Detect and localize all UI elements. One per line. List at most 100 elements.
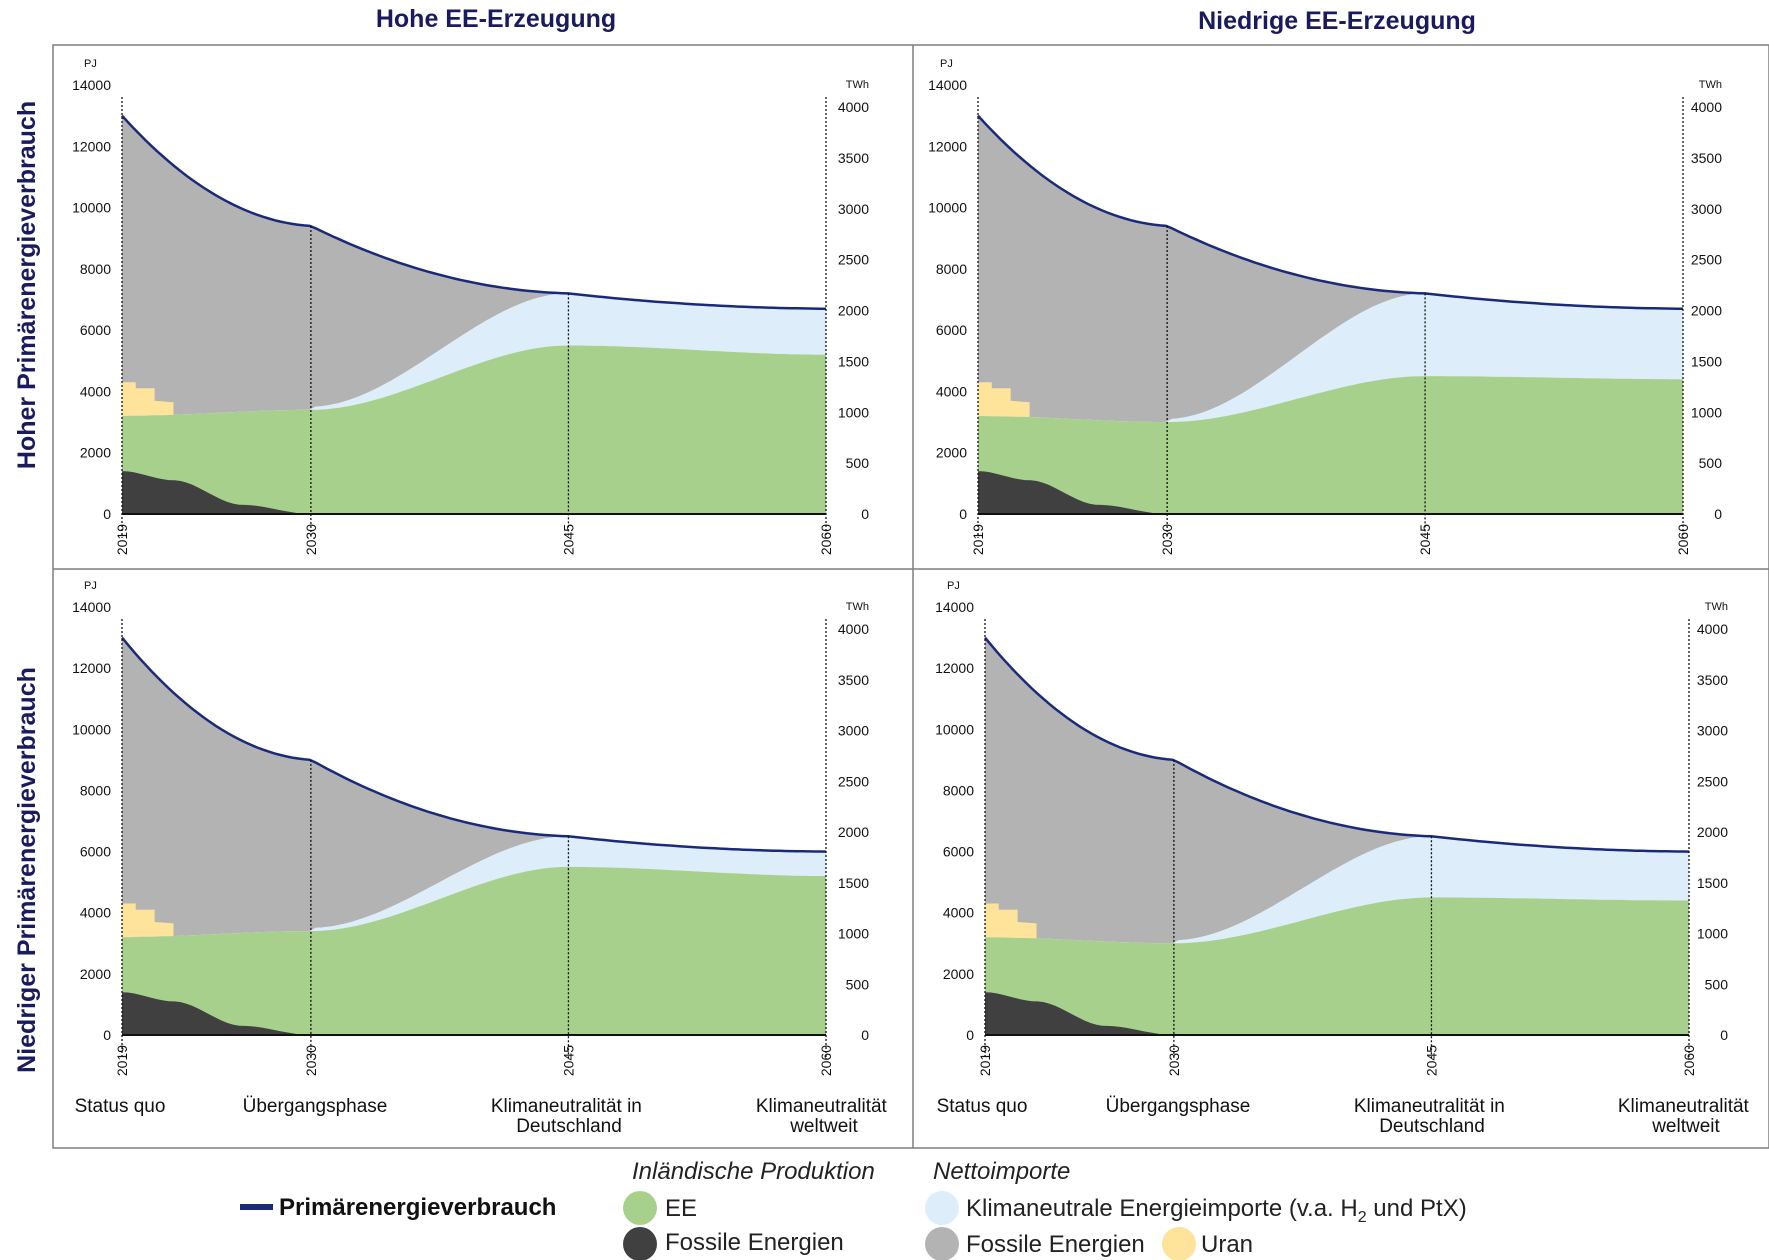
chart-panel: 2019 2030 2045 2060020004000600080001000012…: [928, 58, 1722, 555]
left-tick-label: 2000: [943, 966, 974, 982]
right-tick-label: 3000: [1697, 723, 1728, 739]
ee-area: [978, 376, 1683, 514]
right-tick-label: 3000: [838, 723, 869, 739]
right-tick-label: 1500: [838, 353, 869, 369]
legend-climate-imports-main: Klimaneutrale Energieimporte (v.a. H: [966, 1195, 1358, 1222]
right-tick-label: 4000: [838, 99, 869, 115]
right-axis-unit: TWh: [846, 79, 869, 91]
right-tick-label: 3000: [838, 201, 869, 217]
phase-label-climate-neutral-world-line: weltweit: [789, 1116, 858, 1137]
right-tick-label: 0: [1720, 1027, 1728, 1043]
phase-label-climate-neutral-world: Klimaneutralität weltweit: [1618, 1096, 1754, 1137]
phase-label-climate-neutral-de: Klimaneutralität in Deutschland: [1354, 1096, 1510, 1137]
left-axis-unit: PJ: [947, 580, 960, 592]
primary-energy-line: [984, 636, 1690, 853]
right-tick-label: 2500: [1697, 773, 1728, 789]
left-tick-label: 8000: [936, 261, 967, 277]
right-tick-label: 1500: [1697, 875, 1728, 891]
climate-imports-area: [122, 293, 826, 416]
uranium-area: [122, 382, 174, 416]
left-tick-label: 4000: [936, 383, 967, 399]
legend: Primärenergieverbrauch Inländische Produ…: [240, 1158, 1467, 1260]
left-axis-unit: PJ: [940, 58, 953, 70]
right-tick-label: 0: [1714, 506, 1722, 522]
x-tick-label: 2030: [1159, 524, 1175, 555]
right-tick-label: 3000: [1691, 201, 1722, 217]
legend-ee-swatch: [623, 1191, 657, 1225]
x-tick-label: 2060: [818, 524, 834, 555]
x-tick-label: 2045: [1423, 1045, 1439, 1076]
x-tick-label: 2030: [1166, 1045, 1182, 1076]
right-tick-label: 3500: [1697, 672, 1728, 688]
column-title-high-ee: Hohe EE-Erzeugung: [376, 5, 616, 33]
primary-energy-line: [121, 636, 827, 853]
uranium-area: [122, 903, 174, 938]
chart-panel: 2019 2030 2045 2060020004000600080001000012…: [935, 580, 1728, 1076]
right-tick-label: 1000: [1691, 404, 1722, 420]
phase-label-transition: Übergangsphase: [1106, 1096, 1251, 1117]
left-tick-label: 8000: [943, 782, 974, 798]
legend-imports-title: Nettoimporte: [933, 1158, 1070, 1185]
left-tick-label: 6000: [943, 844, 974, 860]
ee-area: [122, 866, 826, 1035]
left-tick-label: 12000: [72, 138, 111, 154]
row-title-low-consumption: Niedriger Primärenergieverbrauch: [13, 667, 41, 1073]
right-tick-label: 1500: [838, 875, 869, 891]
panel-grid-border: [52, 44, 1769, 1149]
right-tick-label: 2000: [1697, 824, 1728, 840]
left-tick-label: 2000: [936, 445, 967, 461]
right-tick-label: 2000: [838, 824, 869, 840]
uranium-area: [985, 903, 1037, 939]
left-tick-label: 2000: [80, 966, 111, 982]
uranium-area: [978, 382, 1030, 418]
x-tick-label: 2045: [1417, 524, 1433, 555]
x-tick-label: 2030: [303, 1045, 319, 1076]
x-tick-label: 2045: [560, 1045, 576, 1076]
left-tick-label: 4000: [80, 905, 111, 921]
left-tick-label: 0: [103, 506, 111, 522]
primary-energy-line: [977, 114, 1683, 310]
legend-fossil-imports-swatch: [925, 1227, 959, 1260]
right-tick-label: 1500: [1691, 353, 1722, 369]
left-tick-label: 6000: [80, 322, 111, 338]
x-tick-label: 2030: [303, 524, 319, 555]
legend-uranium-label: Uran: [1201, 1231, 1253, 1258]
right-tick-label: 4000: [1697, 621, 1728, 637]
legend-fossil-domestic-swatch: [623, 1227, 657, 1260]
right-tick-label: 500: [1699, 455, 1723, 471]
right-tick-label: 1000: [838, 926, 869, 942]
x-tick-label: 2019: [970, 524, 986, 555]
left-tick-label: 14000: [72, 599, 111, 615]
right-tick-label: 3500: [838, 150, 869, 166]
phase-label-climate-neutral-de-line: Klimaneutralität in: [491, 1096, 642, 1117]
column-title-low-ee: Niedrige EE-Erzeugung: [1198, 7, 1476, 35]
left-tick-label: 10000: [928, 200, 967, 216]
phase-label-climate-neutral-world: Klimaneutralität weltweit: [756, 1096, 892, 1137]
legend-uranium-swatch: [1162, 1227, 1196, 1260]
legend-ee-label: EE: [665, 1195, 697, 1222]
left-tick-label: 6000: [936, 322, 967, 338]
right-tick-label: 0: [861, 506, 869, 522]
right-tick-label: 1000: [838, 404, 869, 420]
phase-label-climate-neutral-world-line: Klimaneutralität: [1618, 1096, 1750, 1117]
legend-line-swatch: [240, 1204, 273, 1210]
phase-labels-right: Status quo Übergangsphase Klimaneutralit…: [937, 1096, 1754, 1137]
left-tick-label: 12000: [928, 138, 967, 154]
x-tick-label: 2019: [114, 1045, 130, 1076]
right-tick-label: 3500: [838, 672, 869, 688]
left-tick-label: 12000: [935, 660, 974, 676]
right-tick-label: 500: [1705, 976, 1729, 992]
fossil-imports-area: [978, 115, 1683, 423]
phase-label-climate-neutral-de: Klimaneutralität in Deutschland: [491, 1096, 647, 1137]
phase-label-status-quo: Status quo: [75, 1096, 166, 1117]
primary-energy-line: [121, 114, 826, 310]
right-tick-label: 2500: [1691, 252, 1722, 268]
left-tick-label: 0: [959, 506, 967, 522]
x-tick-label: 2019: [114, 524, 130, 555]
right-tick-label: 1000: [1697, 926, 1728, 942]
legend-domestic-title: Inländische Produktion: [632, 1158, 875, 1185]
x-tick-label: 2060: [1675, 524, 1691, 555]
right-axis-unit: TWh: [846, 601, 869, 613]
left-tick-label: 6000: [80, 844, 111, 860]
